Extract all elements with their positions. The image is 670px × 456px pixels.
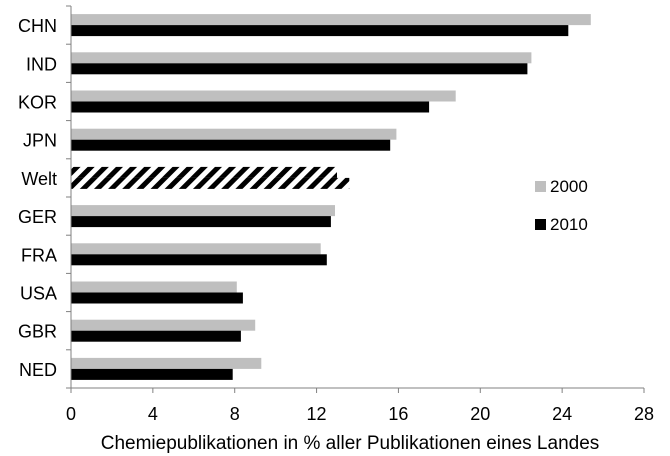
category-label-ger: GER (18, 207, 57, 227)
x-tick-label: 24 (552, 404, 572, 424)
bar-gbr-2010 (71, 330, 241, 342)
x-tick-label: 28 (634, 404, 654, 424)
x-tick-label: 12 (307, 404, 327, 424)
x-tick-label: 8 (230, 404, 240, 424)
category-label-ned: NED (19, 360, 57, 380)
bar-fra-2010 (71, 254, 327, 266)
bar-ind-2000 (71, 52, 532, 64)
category-label-chn: CHN (18, 16, 57, 36)
bar-ned-2010 (71, 368, 233, 380)
legend-label-2010: 2010 (550, 215, 588, 234)
category-label-ind: IND (26, 54, 57, 74)
bar-ned-2000 (71, 357, 262, 369)
category-label-usa: USA (20, 284, 57, 304)
category-label-welt: Welt (21, 169, 57, 189)
x-tick-label: 0 (66, 404, 76, 424)
bar-jpn-2000 (71, 128, 397, 140)
bar-ger-2010 (71, 216, 331, 228)
bar-usa-2010 (71, 292, 243, 304)
legend-label-2000: 2000 (550, 177, 588, 196)
legend-swatch-2000 (535, 181, 546, 192)
category-label-gbr: GBR (18, 322, 57, 342)
bar-usa-2000 (71, 281, 237, 293)
bar-ind-2010 (71, 63, 528, 75)
x-tick-label: 20 (470, 404, 490, 424)
bar-chn-2010 (71, 25, 569, 37)
plot-area: CHN IND KOR JPN Welt GER FRA USA GBR NED 0 4 8 12 16 20… (18, 5, 654, 424)
bar-ger-2000 (71, 205, 335, 217)
legend: 2000 2010 (535, 177, 588, 234)
bar-kor-2010 (71, 101, 430, 113)
bar-welt-2000 (71, 166, 337, 178)
bar-chn-2000 (71, 14, 591, 26)
legend-swatch-2010 (535, 219, 546, 230)
bar-kor-2000 (71, 90, 456, 102)
bar-gbr-2000 (71, 319, 256, 331)
category-label-jpn: JPN (23, 131, 57, 151)
bar-welt-2010 (71, 177, 350, 189)
x-axis-label: Chemiepublikationen in % aller Publikati… (101, 433, 600, 454)
category-label-kor: KOR (18, 93, 57, 113)
category-label-fra: FRA (21, 245, 57, 265)
bar-jpn-2010 (71, 139, 391, 151)
x-tick-label: 16 (388, 404, 408, 424)
x-tick-label: 4 (148, 404, 158, 424)
bar-fra-2000 (71, 243, 321, 255)
